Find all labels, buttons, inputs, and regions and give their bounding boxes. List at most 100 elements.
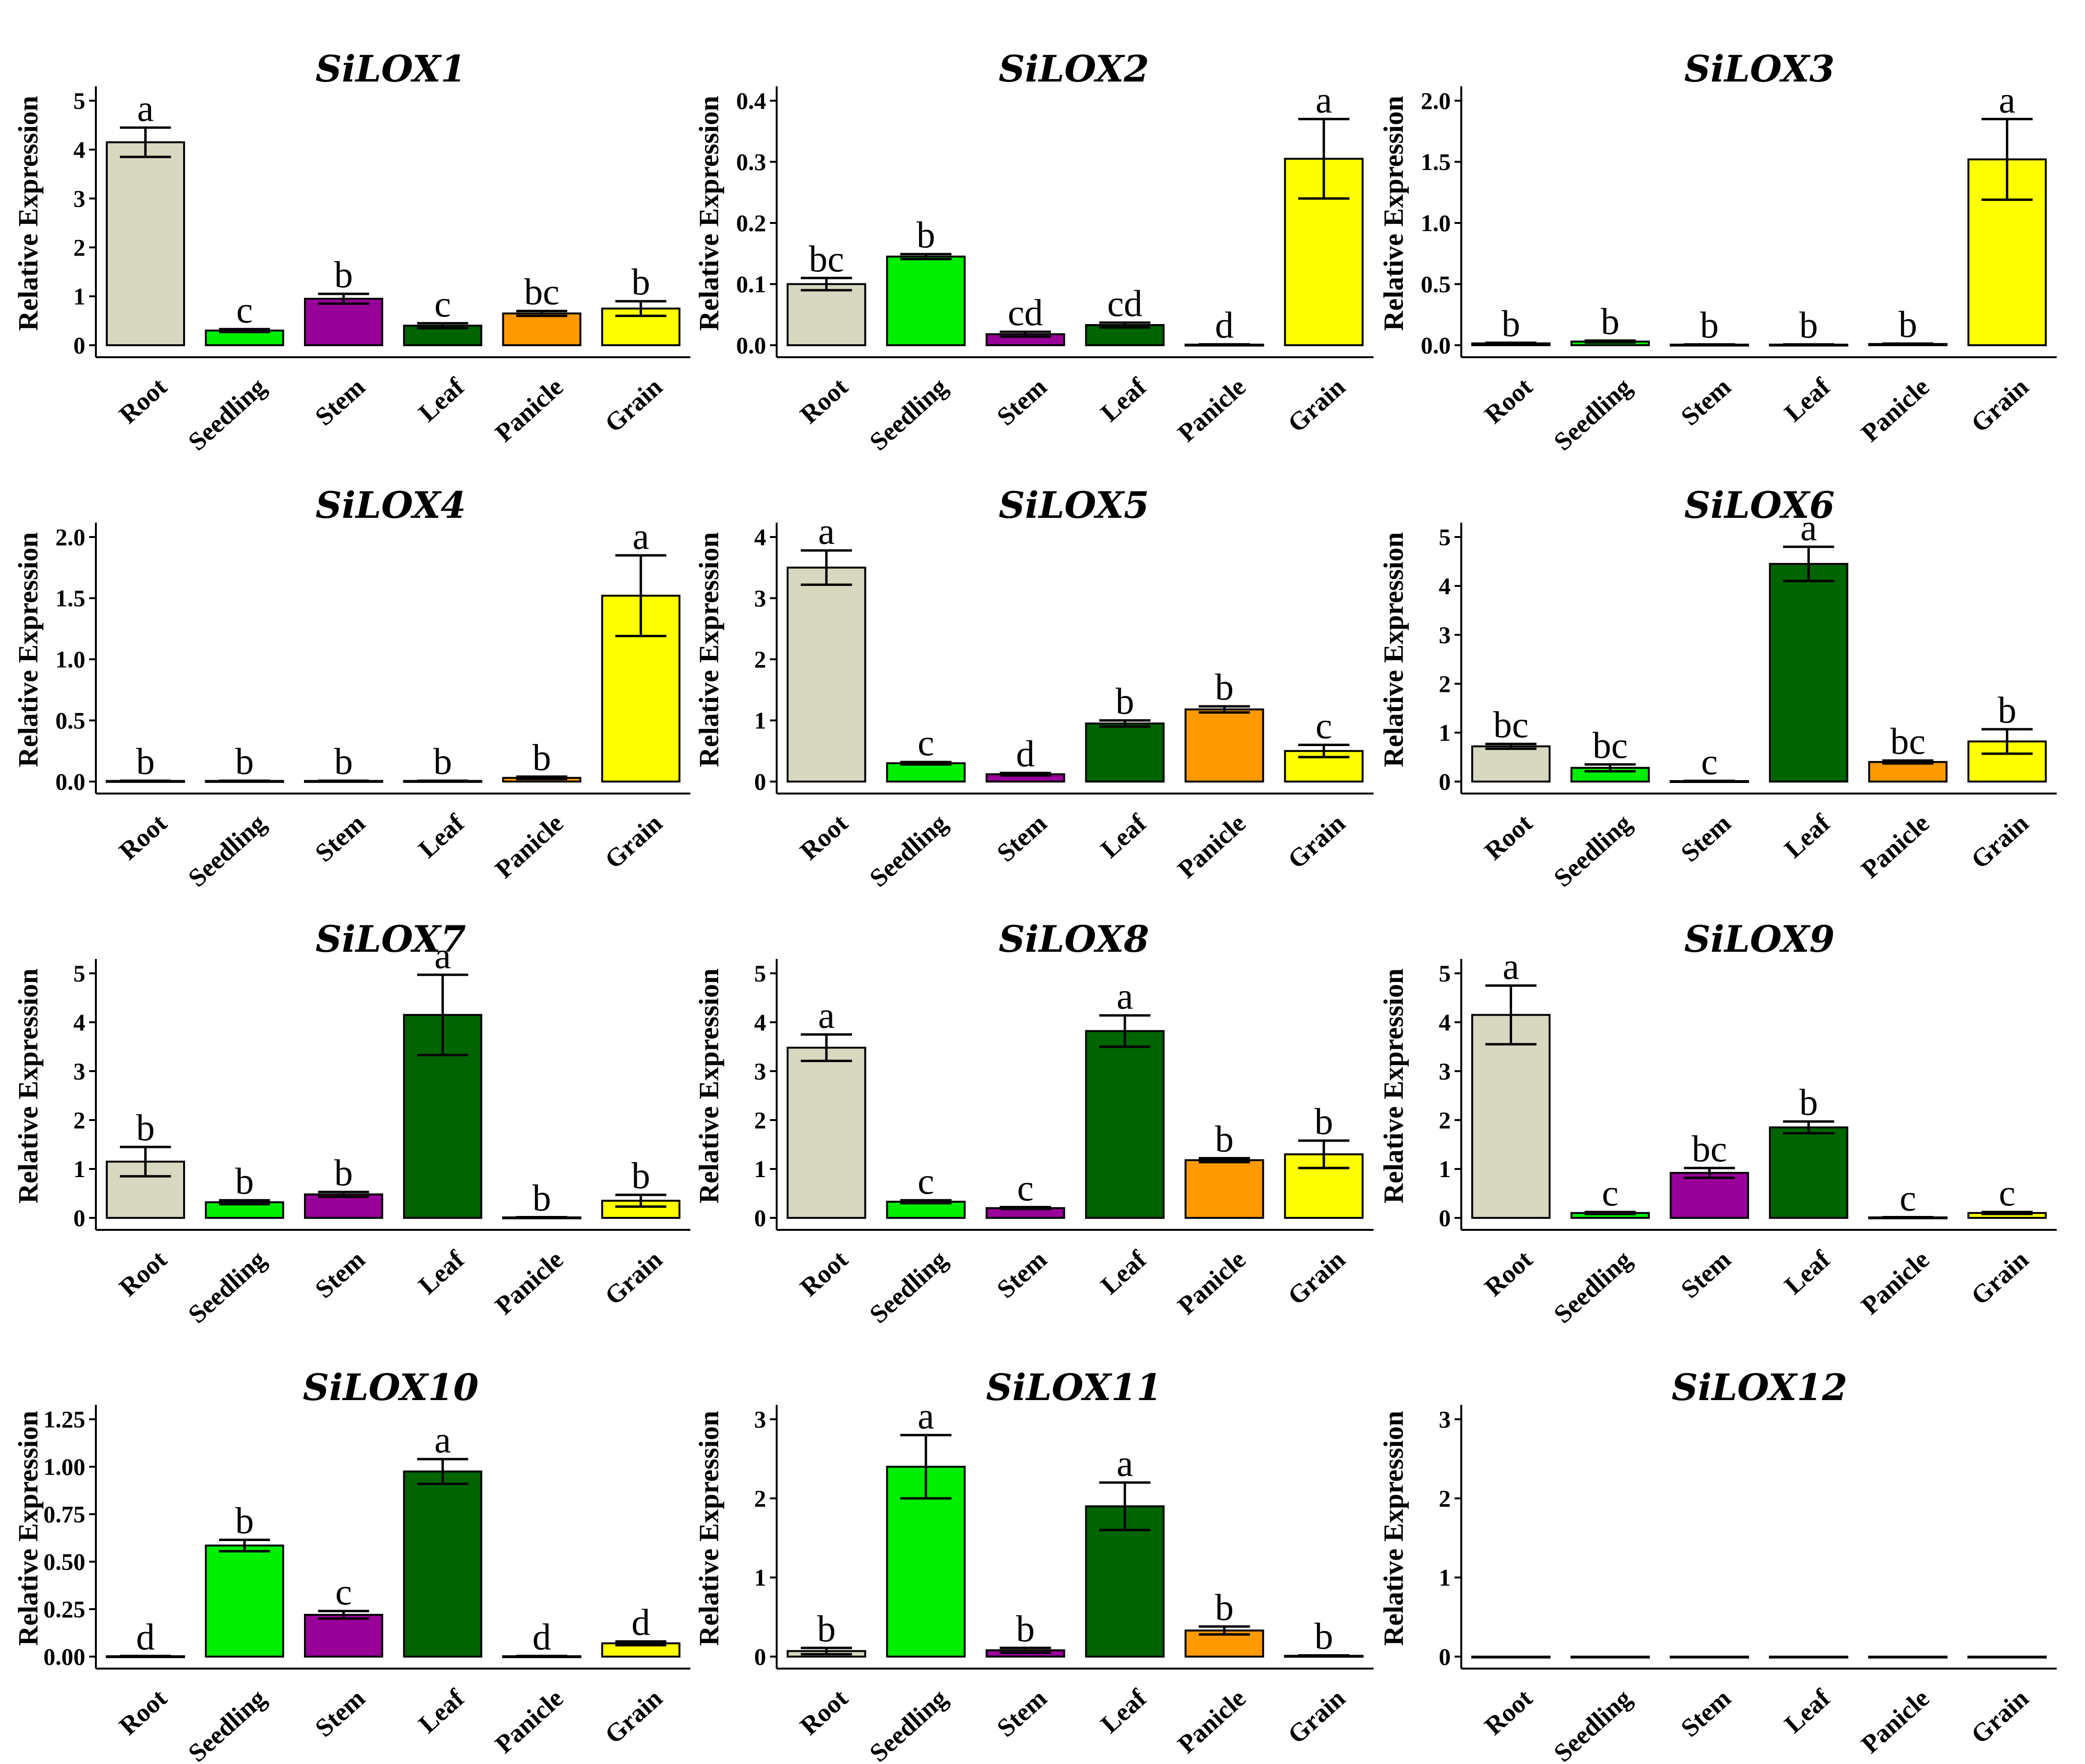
significance-letter: b: [433, 740, 452, 782]
y-tick-label: 0.3: [736, 149, 767, 175]
bar-stem: [1669, 1172, 1749, 1219]
y-axis-label: Relative Expression: [693, 532, 724, 767]
bar-root: [1471, 1656, 1551, 1659]
y-tick-label: 3: [754, 1406, 766, 1433]
significance-letter: b: [1502, 303, 1520, 344]
x-tick-label: Grain: [1282, 808, 1351, 874]
bar-root: [1471, 1014, 1551, 1219]
x-tick-label: Panicle: [1856, 372, 1935, 447]
bar-stem: [304, 298, 384, 346]
significance-letter: d: [1016, 733, 1035, 774]
y-tick-label: 2: [73, 234, 85, 261]
x-tick-label: Panicle: [1172, 1683, 1251, 1759]
bar-leaf: [1769, 1656, 1849, 1659]
bar-root: [1471, 745, 1551, 783]
bar-root: [786, 566, 866, 783]
significance-letter: a: [1316, 79, 1332, 120]
y-tick-label: 3: [754, 585, 766, 612]
y-tick-label: 0.0: [736, 332, 767, 359]
bar-grain: [1967, 1656, 2047, 1659]
significance-letter: b: [533, 1177, 551, 1218]
x-tick-label: Stem: [310, 808, 371, 867]
significance-letter: a: [434, 935, 451, 976]
chart-title: SiLOX9: [1684, 918, 1835, 960]
significance-letter: b: [334, 740, 353, 782]
y-tick-label: 1: [1439, 1564, 1451, 1591]
panel-SiLOX1: SiLOX1 Relative Expression 0 1 2 3 4 5 a Root c See…: [12, 47, 690, 456]
y-tick-label: 3: [73, 185, 85, 212]
significance-letter: a: [818, 994, 835, 1036]
y-tick-label: 3: [754, 1058, 766, 1085]
x-tick-label: Panicle: [1856, 1683, 1935, 1759]
significance-letter: b: [136, 1107, 155, 1148]
significance-letter: a: [1800, 506, 1817, 548]
significance-letter: b: [235, 740, 254, 782]
y-tick-label: 0.4: [736, 87, 767, 114]
y-tick-label: 5: [754, 960, 766, 987]
significance-letter: cd: [1107, 282, 1142, 324]
x-tick-label: Stem: [1675, 1245, 1736, 1304]
bar-panicle: [502, 312, 582, 347]
y-axis-label: Relative Expression: [12, 1411, 44, 1646]
y-tick-label: 1.0: [56, 646, 86, 673]
x-tick-label: Leaf: [1095, 808, 1152, 864]
significance-letter: a: [137, 87, 154, 129]
bar-panicle: [1184, 1159, 1264, 1219]
significance-letter: d: [136, 1616, 155, 1658]
bar-grain: [601, 1200, 681, 1219]
x-tick-label: Leaf: [413, 808, 470, 864]
y-tick-label: 0.25: [44, 1596, 86, 1623]
x-tick-label: Stem: [310, 1245, 371, 1304]
bar-panicle: [1868, 761, 1948, 783]
x-tick-label: Root: [114, 1245, 173, 1302]
y-tick-label: 4: [1439, 1009, 1451, 1036]
x-tick-label: Seedling: [1548, 1245, 1637, 1329]
significance-letter: b: [817, 1608, 836, 1649]
bar-leaf: [1085, 1505, 1165, 1658]
significance-letter: a: [1503, 946, 1519, 987]
significance-letter: c: [335, 1571, 352, 1612]
y-tick-label: 0.1: [736, 271, 767, 298]
x-tick-label: Grain: [1966, 372, 2034, 438]
x-tick-label: Leaf: [1095, 372, 1152, 428]
x-tick-label: Leaf: [1779, 808, 1836, 864]
y-tick-label: 0.0: [56, 768, 86, 795]
panel-SiLOX11: SiLOX11 Relative Expression 0 1 2 3 b Root a Seed…: [693, 1366, 1374, 1764]
significance-letter: c: [1701, 740, 1718, 782]
y-tick-label: 1: [754, 1564, 766, 1591]
bar-seedling: [886, 256, 966, 346]
x-tick-label: Grain: [599, 1245, 668, 1310]
x-tick-label: Seedling: [864, 808, 953, 892]
x-tick-label: Stem: [310, 372, 371, 431]
significance-letter: c: [1602, 1172, 1619, 1214]
y-tick-label: 5: [1439, 960, 1451, 987]
x-tick-label: Panicle: [1172, 1245, 1251, 1320]
y-axis-label: Relative Expression: [693, 969, 724, 1203]
panel-SiLOX2: SiLOX2 Relative Expression 0.0 0.1 0.2 0.3 0.4…: [693, 47, 1374, 456]
significance-letter: d: [533, 1616, 551, 1658]
y-tick-label: 1.25: [44, 1406, 86, 1433]
y-tick-label: 0.2: [736, 210, 767, 236]
significance-letter: b: [334, 254, 353, 295]
x-tick-label: Root: [794, 372, 853, 429]
y-tick-label: 4: [754, 524, 766, 550]
y-axis-label: Relative Expression: [1378, 96, 1409, 331]
y-tick-label: 0.00: [44, 1643, 86, 1670]
x-tick-label: Root: [114, 1683, 173, 1741]
y-axis-label: Relative Expression: [12, 532, 44, 767]
bar-stem: [1669, 1656, 1749, 1659]
significance-letter: a: [1999, 79, 2015, 120]
x-tick-label: Grain: [1282, 372, 1351, 438]
x-tick-label: Seedling: [864, 1245, 953, 1329]
x-tick-label: Grain: [1282, 1683, 1351, 1749]
y-tick-label: 0: [73, 1204, 85, 1231]
significance-letter: b: [136, 740, 155, 782]
x-tick-label: Root: [114, 372, 173, 429]
y-axis-label: Relative Expression: [693, 96, 724, 331]
y-tick-label: 3: [1439, 621, 1451, 648]
x-tick-label: Seedling: [183, 808, 271, 892]
bar-seedling: [1570, 1656, 1650, 1659]
significance-letter: b: [334, 1152, 353, 1193]
chart-title: SiLOX5: [999, 484, 1149, 526]
